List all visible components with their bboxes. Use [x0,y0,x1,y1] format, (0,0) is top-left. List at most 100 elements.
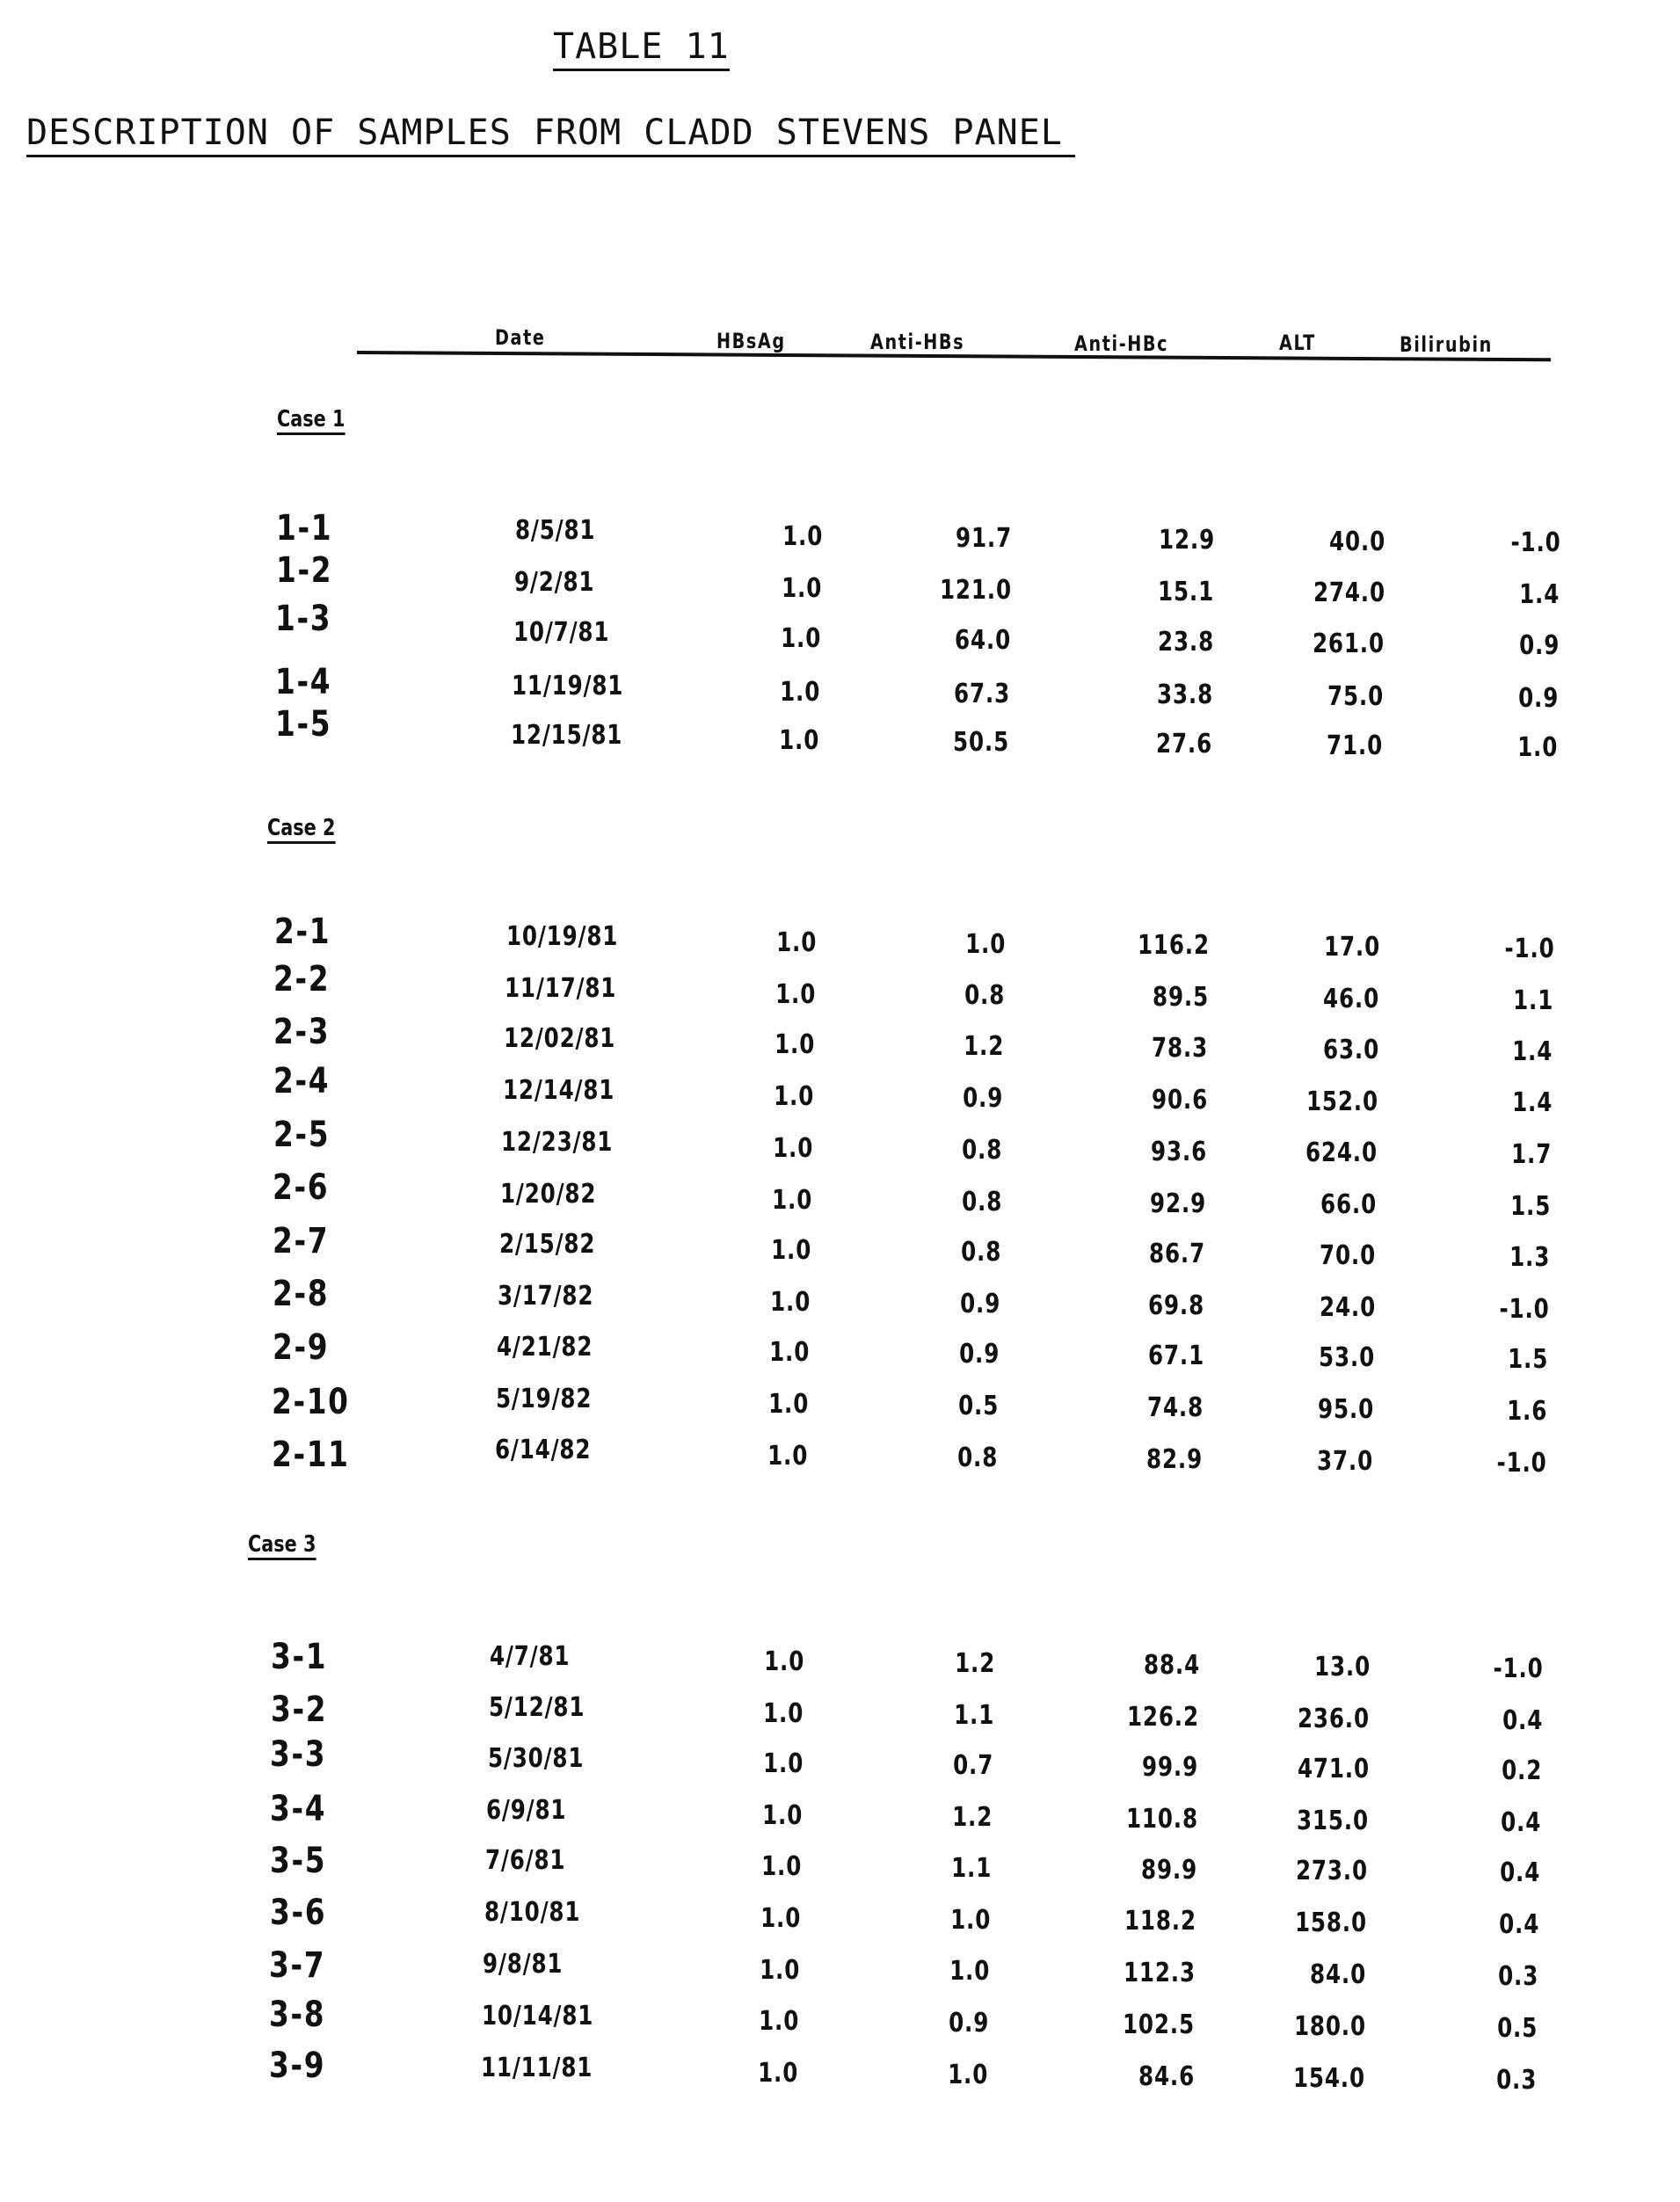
sample-id: 3-7 [269,1945,325,1986]
cell-hbsag: 1.0 [782,521,823,552]
cell-anti-hbc: 126.2 [1127,1702,1199,1733]
cell-date: 5/30/81 [488,1743,584,1774]
cell-hbsag: 1.0 [769,1337,810,1368]
cell-anti-hbs: 0.9 [960,1289,1000,1319]
cell-anti-hbc: 86.7 [1149,1239,1205,1269]
sample-id: 2-10 [272,1382,350,1422]
cell-alt: 158.0 [1295,1908,1367,1938]
case-label: Case 2 [267,815,336,844]
cell-bilirubin: -1.0 [1499,1294,1549,1325]
cell-anti-hbs: 1.1 [954,1700,994,1731]
cell-bilirubin: 0.4 [1499,1909,1539,1940]
cell-date: 11/17/81 [505,973,616,1004]
column-header-date: Date [495,325,546,350]
sample-id: 2-5 [273,1115,330,1155]
cell-anti-hbc: 69.8 [1148,1290,1204,1321]
cell-hbsag: 1.0 [780,677,820,708]
cell-hbsag: 1.0 [773,1133,813,1164]
cell-date: 6/9/81 [486,1795,566,1826]
cell-hbsag: 1.0 [770,1287,811,1318]
cell-date: 12/23/81 [501,1127,613,1158]
sample-id: 2-7 [273,1221,329,1261]
cell-date: 8/5/81 [515,515,595,546]
cell-bilirubin: 1.4 [1512,1087,1553,1118]
cell-bilirubin: 1.5 [1508,1344,1548,1375]
sample-id: 1-5 [275,704,331,745]
cell-anti-hbs: 1.1 [951,1853,992,1884]
cell-alt: 75.0 [1327,681,1384,712]
cell-hbsag: 1.0 [780,725,820,756]
cell-alt: 40.0 [1329,527,1385,557]
cell-date: 5/12/81 [489,1692,585,1723]
cell-date: 5/19/82 [496,1384,592,1414]
sample-id: 3-3 [270,1734,326,1775]
cell-anti-hbc: 74.8 [1147,1392,1204,1423]
cell-hbsag: 1.0 [776,927,817,958]
cell-alt: 471.0 [1298,1754,1370,1784]
cell-anti-hbs: 121.0 [939,575,1011,606]
sample-id: 2-11 [272,1435,350,1475]
cell-date: 4/21/82 [497,1332,593,1363]
cell-hbsag: 1.0 [775,979,816,1010]
sample-id: 3-9 [269,2046,325,2086]
cell-anti-hbc: 93.6 [1151,1137,1207,1167]
cell-hbsag: 1.0 [782,573,822,604]
cell-anti-hbs: 0.9 [949,2008,989,2038]
cell-hbsag: 1.0 [760,1955,800,1986]
cell-bilirubin: -1.0 [1510,527,1560,558]
cell-alt: 37.0 [1317,1446,1373,1477]
cell-hbsag: 1.0 [772,1185,812,1216]
cell-hbsag: 1.0 [761,1851,802,1882]
sample-id: 2-8 [273,1274,329,1314]
cell-bilirubin: 1.4 [1520,579,1560,610]
cell-anti-hbc: 90.6 [1152,1085,1208,1116]
column-header-bilirubin: Bilirubin [1400,332,1493,357]
cell-alt: 95.0 [1318,1394,1374,1425]
cell-anti-hbs: 67.3 [954,679,1010,709]
cell-anti-hbs: 1.2 [955,1648,995,1679]
column-header-hbsag: HBsAg [716,329,786,353]
cell-anti-hbs: 0.8 [961,1237,1001,1268]
cell-date: 11/11/81 [481,2053,593,2083]
cell-alt: 154.0 [1293,2063,1365,2094]
sample-id: 2-1 [274,912,331,952]
cell-date: 11/19/81 [512,671,623,701]
cell-alt: 17.0 [1324,932,1380,963]
cell-anti-hbs: 1.0 [949,1956,990,1987]
cell-date: 6/14/82 [495,1435,591,1465]
cell-anti-hbs: 0.5 [958,1391,999,1421]
cell-anti-hbs: 50.5 [953,727,1009,758]
cell-bilirubin: 1.4 [1513,1036,1553,1067]
cell-anti-hbs: 64.0 [955,625,1011,656]
cell-anti-hbc: 78.3 [1152,1033,1208,1064]
sample-id: 2-3 [273,1012,330,1052]
cell-alt: 66.0 [1320,1189,1377,1220]
cell-anti-hbc: 102.5 [1123,2009,1195,2040]
cell-anti-hbs: 0.9 [959,1339,1000,1370]
cell-anti-hbc: 118.2 [1124,1906,1196,1937]
sample-id: 2-6 [273,1167,329,1208]
cell-anti-hbs: 1.0 [948,2060,988,2090]
cell-bilirubin: 1.3 [1509,1242,1550,1273]
cell-alt: 315.0 [1297,1806,1369,1836]
cell-alt: 13.0 [1314,1652,1371,1682]
cell-date: 1/20/82 [500,1179,596,1210]
cell-hbsag: 1.0 [771,1235,811,1266]
cell-anti-hbc: 23.8 [1158,627,1214,658]
cell-bilirubin: 1.1 [1513,985,1553,1016]
cell-bilirubin: 0.9 [1519,630,1560,661]
cell-anti-hbs: 91.7 [956,523,1012,554]
table-title: TABLE 11 [553,26,730,71]
cell-anti-hbc: 82.9 [1146,1444,1203,1475]
cell-anti-hbs: 1.2 [964,1031,1004,1062]
cell-date: 9/8/81 [483,1949,563,1980]
cell-alt: 273.0 [1296,1856,1368,1886]
cell-alt: 84.0 [1310,1959,1366,1990]
cell-alt: 274.0 [1313,578,1385,608]
cell-anti-hbc: 67.1 [1148,1341,1204,1371]
column-header-anti-hbs: Anti-HBs [870,330,964,354]
cell-alt: 236.0 [1298,1704,1370,1734]
cell-anti-hbc: 88.4 [1144,1650,1200,1681]
cell-anti-hbs: 0.8 [963,1135,1003,1166]
cell-alt: 624.0 [1305,1137,1378,1168]
